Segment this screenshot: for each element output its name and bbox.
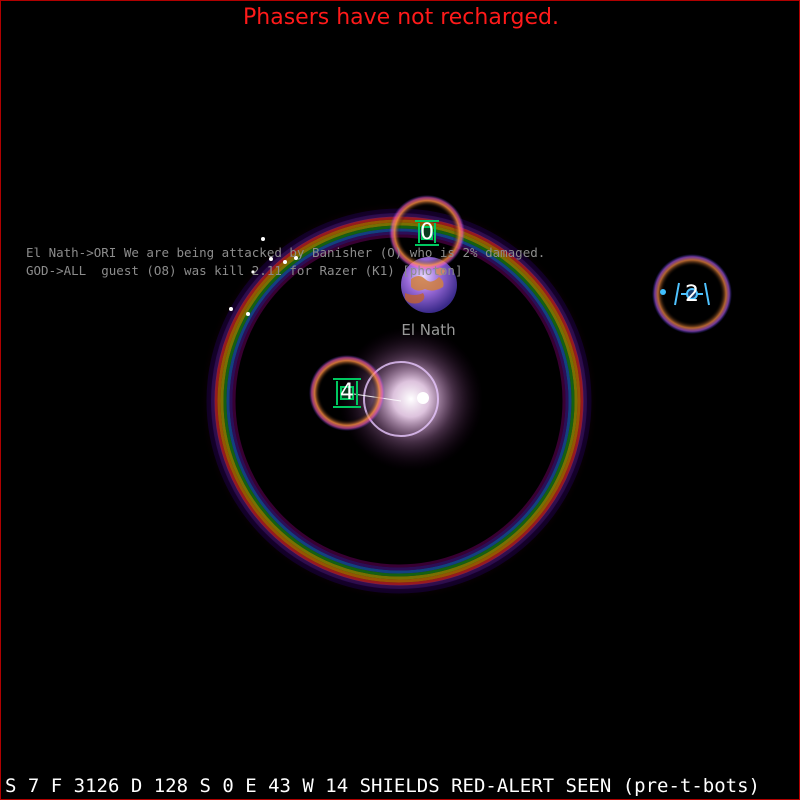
ship-0[interactable]	[389, 195, 465, 271]
warning-message: Phasers have not recharged.	[243, 5, 559, 30]
torpedo	[660, 289, 666, 295]
sun	[339, 327, 483, 471]
ship-4[interactable]	[309, 355, 385, 431]
planet-label: El Nath	[401, 321, 456, 339]
ship-number-0: 0	[420, 220, 434, 245]
debris	[229, 237, 298, 316]
status-bar: S 7 F 3126 D 128 S 0 E 43 W 14 SHIELDS R…	[5, 775, 760, 797]
ship-4-sprite	[333, 378, 361, 408]
ship-0-sprite	[415, 220, 439, 246]
message-line: El Nath->ORI We are being attacked by Ba…	[26, 245, 546, 260]
message-line: GOD->ALL guest (O8) was kill 2.11 for Ra…	[26, 263, 463, 278]
ship-2-sprite	[674, 282, 710, 306]
ship-number-4: 4	[340, 380, 354, 405]
ship-number-2: 2	[685, 282, 699, 307]
ship-2[interactable]	[652, 254, 732, 334]
